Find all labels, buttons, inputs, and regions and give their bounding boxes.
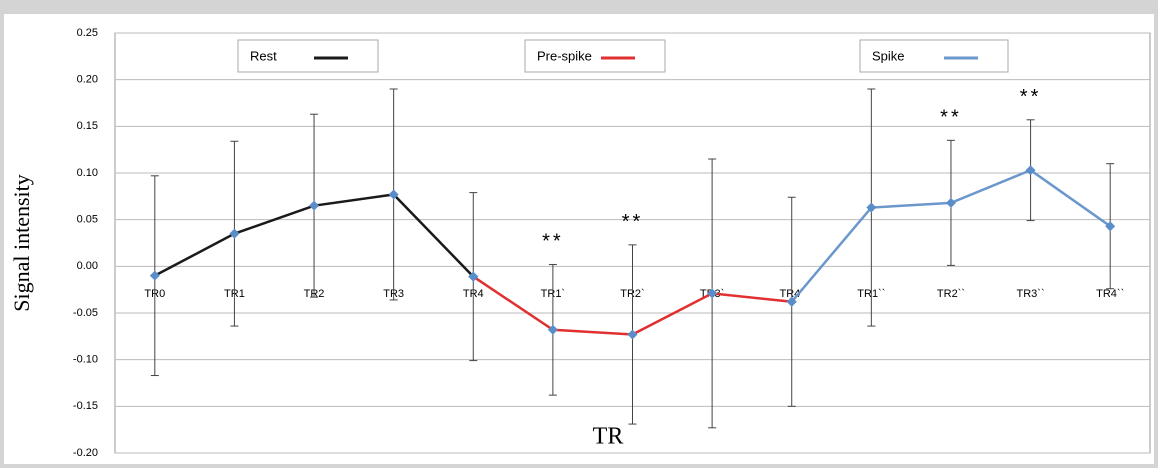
marker xyxy=(627,329,638,340)
y-tick-label: -0.05 xyxy=(73,307,98,319)
legend-box xyxy=(859,39,1009,73)
y-tick-label: 0.15 xyxy=(77,120,98,132)
significance-mark: ** xyxy=(542,231,564,253)
y-tick-label: -0.15 xyxy=(73,400,98,412)
y-tick-label: 0.00 xyxy=(77,260,98,272)
marker xyxy=(707,288,718,299)
legend-box xyxy=(524,39,666,73)
significance-mark: ** xyxy=(622,211,644,233)
legend-label: Spike xyxy=(872,48,905,63)
marker xyxy=(149,270,160,281)
x-tick-label: TR4`` xyxy=(1096,288,1124,300)
y-tick-label: 0.05 xyxy=(77,214,98,226)
marker xyxy=(786,296,797,307)
y-tick-label: -0.10 xyxy=(73,354,98,366)
y-tick-label: 0.10 xyxy=(77,167,98,179)
marker xyxy=(866,202,877,213)
x-tick-label: TR3`` xyxy=(1017,288,1045,300)
marker xyxy=(229,228,240,239)
x-axis-title: TR xyxy=(593,424,624,450)
marker xyxy=(388,189,399,200)
marker xyxy=(547,324,558,335)
y-axis-title: Signal intensity xyxy=(9,174,34,312)
marker xyxy=(1025,165,1036,176)
significance-mark: ** xyxy=(1020,86,1042,108)
x-tick-label: TR2`` xyxy=(937,288,965,300)
y-tick-label: -0.20 xyxy=(73,447,98,459)
marker xyxy=(1105,221,1116,232)
legend-label: Pre-spike xyxy=(537,48,592,63)
y-tick-label: 0.25 xyxy=(77,27,98,39)
legend-label: Rest xyxy=(250,48,277,63)
marker xyxy=(309,200,320,211)
legend-box xyxy=(237,39,379,73)
y-tick-label: 0.20 xyxy=(77,74,98,86)
marker xyxy=(945,197,956,208)
significance-mark: ** xyxy=(940,107,962,129)
marker xyxy=(468,271,479,282)
